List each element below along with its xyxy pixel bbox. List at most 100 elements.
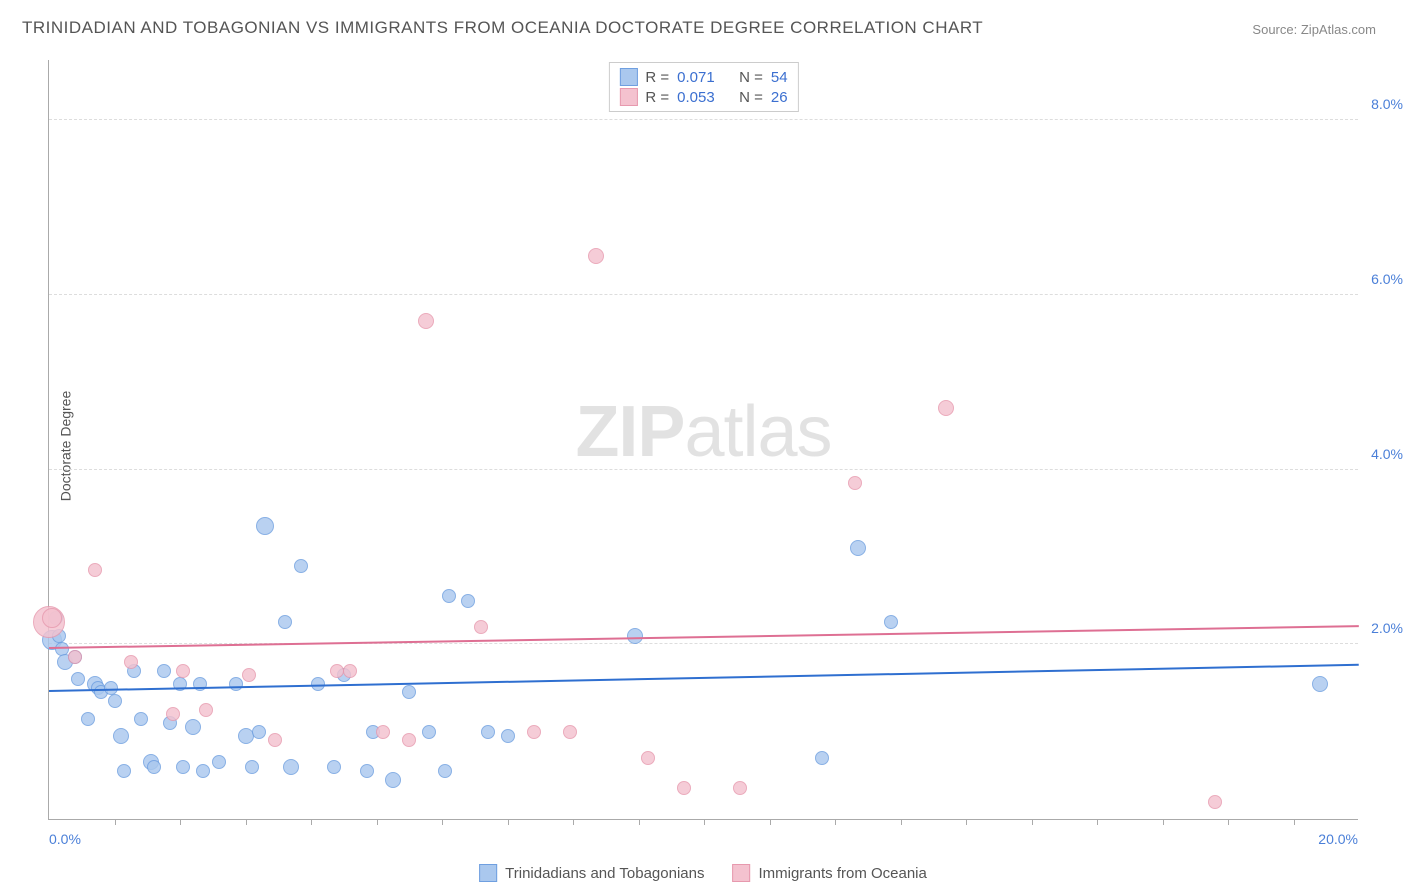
legend-item-pink: Immigrants from Oceania (732, 864, 926, 882)
legend-r-label-1: R = (645, 69, 669, 86)
x-minor-tick (180, 819, 181, 825)
point-blue (294, 559, 308, 573)
point-pink (1208, 795, 1222, 809)
point-blue (196, 764, 210, 778)
y-tick-label: 2.0% (1371, 620, 1403, 636)
point-blue (117, 764, 131, 778)
legend-label-blue: Trinidadians and Tobagonians (505, 865, 704, 882)
legend-swatch-pink (619, 88, 637, 106)
point-pink (563, 725, 577, 739)
x-minor-tick (639, 819, 640, 825)
point-pink (938, 400, 954, 416)
point-pink (588, 248, 604, 264)
x-minor-tick (1294, 819, 1295, 825)
point-blue (442, 589, 456, 603)
source-attribution: Source: ZipAtlas.com (1252, 22, 1376, 37)
point-blue (815, 751, 829, 765)
point-pink (641, 751, 655, 765)
x-minor-tick (966, 819, 967, 825)
y-tick-label: 6.0% (1371, 271, 1403, 287)
x-minor-tick (770, 819, 771, 825)
point-blue (461, 594, 475, 608)
point-pink (527, 725, 541, 739)
scatter-chart: ZIPatlas R = 0.071 N = 54 R = 0.053 N = … (48, 60, 1358, 820)
legend-swatch-blue (619, 68, 637, 86)
point-pink (848, 476, 862, 490)
point-pink (124, 655, 138, 669)
point-blue (229, 677, 243, 691)
point-blue (501, 729, 515, 743)
legend-row-2: R = 0.053 N = 26 (619, 87, 787, 107)
grid-line (49, 294, 1358, 295)
x-minor-tick (901, 819, 902, 825)
x-minor-tick (573, 819, 574, 825)
point-pink (330, 664, 344, 678)
legend-r-value-2: 0.053 (677, 89, 725, 106)
point-blue (134, 712, 148, 726)
point-pink (376, 725, 390, 739)
x-tick-max: 20.0% (1318, 831, 1358, 847)
legend-swatch-blue-b (479, 864, 497, 882)
point-blue (245, 760, 259, 774)
x-minor-tick (115, 819, 116, 825)
point-blue (71, 672, 85, 686)
point-blue (81, 712, 95, 726)
source-label: Source: (1252, 22, 1297, 37)
grid-line (49, 469, 1358, 470)
point-pink (474, 620, 488, 634)
point-pink (199, 703, 213, 717)
x-minor-tick (1163, 819, 1164, 825)
legend-r-value-1: 0.071 (677, 69, 725, 86)
legend-swatch-pink-b (732, 864, 750, 882)
point-blue (278, 615, 292, 629)
point-blue (252, 725, 266, 739)
legend-item-blue: Trinidadians and Tobagonians (479, 864, 704, 882)
legend-row-1: R = 0.071 N = 54 (619, 67, 787, 87)
x-minor-tick (442, 819, 443, 825)
x-minor-tick (1228, 819, 1229, 825)
point-blue (327, 760, 341, 774)
x-minor-tick (377, 819, 378, 825)
y-tick-label: 4.0% (1371, 446, 1403, 462)
point-blue (176, 760, 190, 774)
legend-n-label-2: N = (739, 89, 763, 106)
point-pink (242, 668, 256, 682)
point-pink (402, 733, 416, 747)
point-blue (422, 725, 436, 739)
point-blue (113, 728, 129, 744)
x-minor-tick (246, 819, 247, 825)
legend-n-label-1: N = (739, 69, 763, 86)
point-pink (176, 664, 190, 678)
point-blue (1312, 676, 1328, 692)
point-blue (108, 694, 122, 708)
point-pink (88, 563, 102, 577)
point-blue (185, 719, 201, 735)
legend-label-pink: Immigrants from Oceania (758, 865, 926, 882)
point-blue (283, 759, 299, 775)
point-blue (402, 685, 416, 699)
point-blue (385, 772, 401, 788)
source-value: ZipAtlas.com (1301, 22, 1376, 37)
trend-line-pink (49, 625, 1359, 649)
x-tick-min: 0.0% (49, 831, 81, 847)
legend-series: Trinidadians and Tobagonians Immigrants … (479, 864, 927, 882)
x-minor-tick (1097, 819, 1098, 825)
legend-r-label-2: R = (645, 89, 669, 106)
x-minor-tick (508, 819, 509, 825)
point-blue (212, 755, 226, 769)
point-blue (157, 664, 171, 678)
point-pink (418, 313, 434, 329)
point-blue (850, 540, 866, 556)
watermark-atlas: atlas (684, 391, 831, 471)
watermark-zip: ZIP (575, 391, 684, 471)
legend-correlation: R = 0.071 N = 54 R = 0.053 N = 26 (608, 62, 798, 112)
point-blue (481, 725, 495, 739)
point-blue (627, 628, 643, 644)
point-pink (166, 707, 180, 721)
x-minor-tick (835, 819, 836, 825)
point-blue (438, 764, 452, 778)
point-blue (884, 615, 898, 629)
x-minor-tick (704, 819, 705, 825)
point-blue (147, 760, 161, 774)
point-blue (360, 764, 374, 778)
